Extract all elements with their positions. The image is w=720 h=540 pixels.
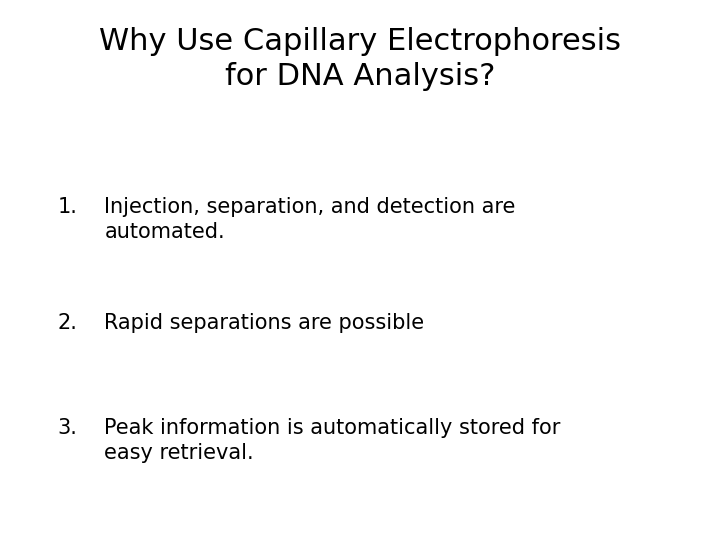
Text: Injection, separation, and detection are
automated.: Injection, separation, and detection are… bbox=[104, 197, 516, 242]
Text: Rapid separations are possible: Rapid separations are possible bbox=[104, 313, 425, 333]
Text: 2.: 2. bbox=[58, 313, 78, 333]
Text: Why Use Capillary Electrophoresis
for DNA Analysis?: Why Use Capillary Electrophoresis for DN… bbox=[99, 27, 621, 91]
Text: Peak information is automatically stored for
easy retrieval.: Peak information is automatically stored… bbox=[104, 418, 561, 463]
Text: 1.: 1. bbox=[58, 197, 78, 217]
Text: 3.: 3. bbox=[58, 418, 78, 438]
